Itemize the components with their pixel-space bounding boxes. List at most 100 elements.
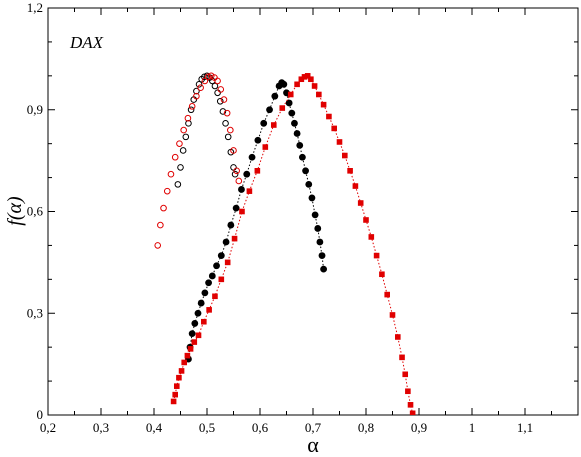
data-point [347, 168, 353, 174]
chart-annotation: DAX [69, 33, 104, 52]
data-point [318, 252, 326, 259]
data-point [218, 276, 225, 283]
data-point [262, 144, 269, 150]
data-point [308, 194, 316, 202]
y-tick-label: 1,2 [27, 0, 43, 15]
data-point [316, 91, 322, 98]
data-point [201, 289, 209, 297]
data-point [326, 113, 332, 120]
data-point [176, 374, 182, 381]
data-point [288, 109, 296, 117]
data-point [201, 77, 209, 85]
y-tick-label: 0,3 [27, 305, 43, 320]
data-point [409, 410, 416, 415]
x-tick-label: 0,6 [252, 420, 269, 435]
data-point [304, 73, 311, 79]
data-point [205, 279, 212, 287]
data-point [305, 180, 313, 188]
data-point [299, 153, 306, 161]
data-point [204, 73, 212, 81]
data-point [239, 208, 245, 215]
y-tick-label: 0,9 [27, 102, 43, 117]
data-point [177, 164, 184, 171]
data-point [219, 108, 227, 115]
data-point [399, 354, 405, 361]
data-point [180, 126, 187, 134]
plot-frame [47, 7, 579, 416]
series-3 [185, 79, 327, 363]
x-tick-label: 1,1 [517, 420, 533, 435]
data-point [308, 76, 314, 83]
data-point [379, 271, 385, 278]
data-point [222, 238, 230, 246]
data-point [402, 371, 409, 378]
x-tick-label: 0,2 [40, 420, 56, 435]
data-point [160, 204, 167, 212]
x-tick-label: 0,9 [411, 420, 427, 435]
data-point [217, 86, 225, 93]
y-axis: 0 0,3 0,6 0,9 1,2 [27, 0, 578, 422]
data-point [157, 221, 164, 229]
data-point [291, 119, 298, 127]
x-tick-label: 0,7 [305, 420, 322, 435]
data-point [294, 81, 300, 88]
data-point [373, 252, 380, 259]
data-point [260, 119, 268, 127]
data-point [214, 77, 221, 85]
data-point [331, 125, 337, 132]
data-point [197, 299, 205, 307]
data-point [194, 309, 202, 317]
data-point [191, 320, 199, 327]
data-point [246, 188, 253, 194]
data-point [320, 265, 327, 273]
x-axis: 0,2 0,3 0,4 0,5 0,6 0,7 0,8 0,9 1 1,1 [40, 8, 552, 435]
series-layer [154, 72, 416, 415]
data-point [311, 211, 319, 219]
data-point [405, 388, 411, 395]
data-point [231, 235, 238, 242]
series-4 [170, 73, 416, 415]
data-point [154, 242, 162, 249]
data-point [171, 153, 179, 161]
data-point [206, 307, 212, 313]
y-tick-label: 0,6 [27, 204, 44, 219]
data-point [223, 109, 231, 117]
data-point [188, 103, 196, 110]
data-point [181, 359, 188, 366]
data-point [287, 91, 294, 98]
data-point [357, 200, 364, 206]
data-point [232, 204, 240, 212]
data-point [238, 186, 245, 193]
data-point [233, 167, 240, 175]
data-point [316, 238, 324, 246]
data-point [187, 106, 195, 114]
data-point [216, 97, 224, 105]
data-point [363, 217, 369, 223]
data-point [167, 170, 175, 178]
data-point [207, 72, 215, 80]
data-point [193, 92, 200, 100]
data-point [342, 152, 348, 159]
x-tick-label: 0,4 [146, 420, 163, 435]
data-point [173, 383, 180, 389]
data-point [298, 76, 305, 83]
data-point [212, 293, 218, 300]
data-point [231, 170, 239, 178]
data-point [320, 101, 327, 108]
data-point [279, 105, 286, 111]
data-point [230, 147, 237, 154]
data-point [311, 83, 318, 89]
data-point [188, 330, 196, 337]
data-point [227, 221, 235, 229]
data-point [213, 262, 220, 270]
data-point [174, 181, 182, 188]
data-point [208, 272, 216, 280]
data-point [271, 92, 279, 100]
data-point [270, 122, 277, 128]
data-point [389, 312, 396, 318]
data-point [254, 136, 262, 144]
data-point [201, 318, 207, 325]
x-tick-label: 0,3 [93, 420, 109, 435]
data-point [266, 106, 273, 114]
